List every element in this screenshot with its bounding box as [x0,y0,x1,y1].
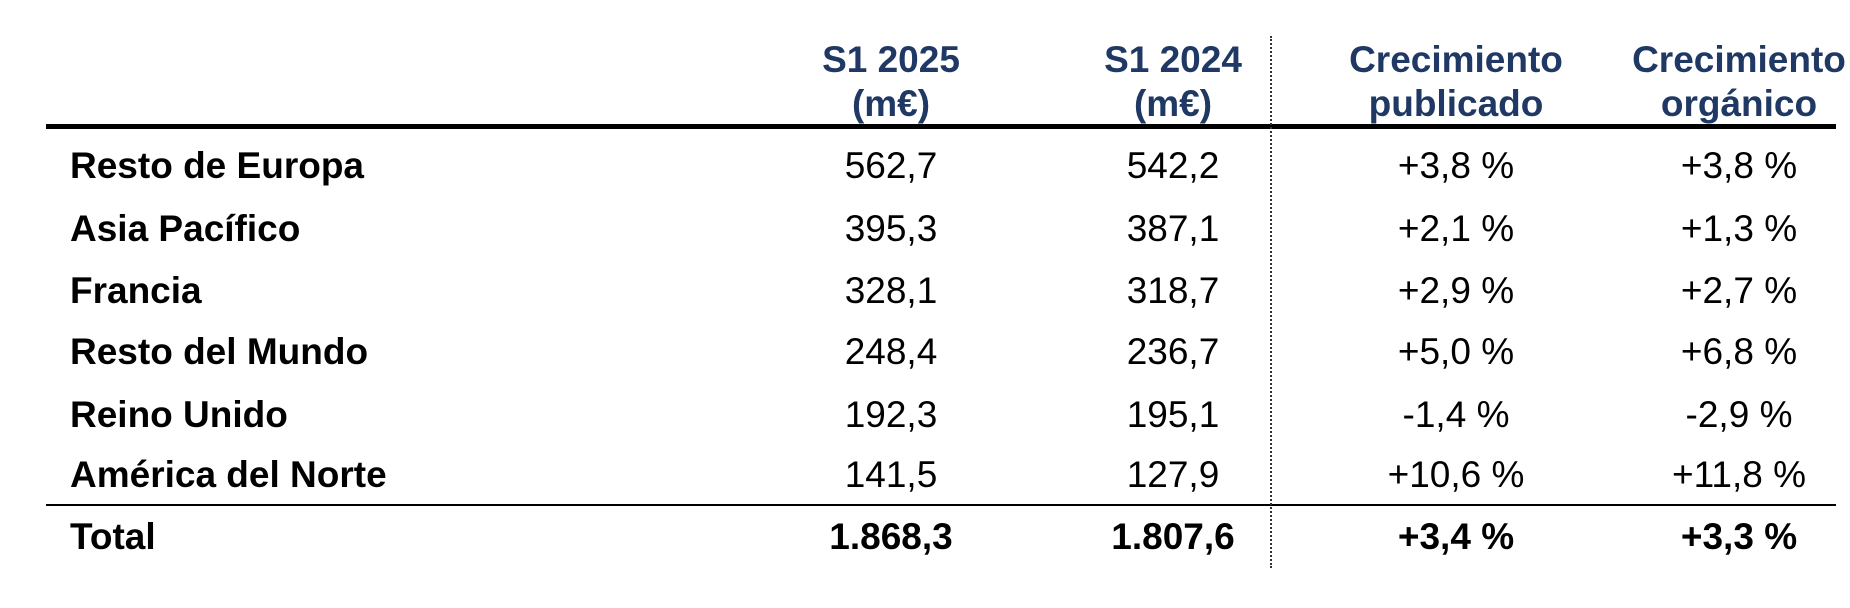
value-published-growth: +2,9 % [1397,270,1515,311]
value-organic-growth: +11,8 % [1671,454,1807,495]
value-organic-growth: +2,7 % [1680,270,1798,311]
value-s1-2025: 141,5 [844,454,938,495]
total-divider [46,504,1836,506]
value-published-growth: +2,1 % [1397,208,1515,249]
value-s1-2025: 192,3 [844,394,938,435]
total-organic-growth: +3,3 % [1680,516,1798,557]
row-label: Resto de Europa [70,145,364,186]
value-organic-growth: +1,3 % [1680,208,1798,249]
header-s1-2024: S1 2024 (m€) [1104,39,1242,124]
table-header: S1 2025 (m€) S1 2024 (m€) Crecimiento pu… [46,38,1846,126]
table-row: Resto de Europa 562,7 542,2 +3,8 % +3,8 … [46,136,1836,196]
row-label: Resto del Mundo [70,331,369,372]
value-organic-growth: -2,9 % [1685,394,1793,435]
row-label: América del Norte [70,454,387,495]
row-label: Francia [70,270,202,311]
total-label: Total [70,516,156,557]
value-organic-growth: +3,8 % [1680,145,1798,186]
value-s1-2025: 395,3 [844,208,938,249]
row-label: Asia Pacífico [70,208,301,249]
total-s1-2024: 1.807,6 [1111,516,1235,557]
value-s1-2024: 127,9 [1126,454,1220,495]
table-row: Francia 328,1 318,7 +2,9 % +2,7 % [46,261,1836,321]
total-row: Total 1.868,3 1.807,6 +3,4 % +3,3 % [46,507,1836,567]
header-divider [46,124,1836,129]
value-published-growth: +10,6 % [1387,454,1525,495]
value-s1-2024: 387,1 [1126,208,1220,249]
value-organic-growth: +6,8 % [1680,331,1798,372]
value-published-growth: +5,0 % [1397,331,1515,372]
value-s1-2024: 195,1 [1126,394,1220,435]
row-label: Reino Unido [70,394,288,435]
value-s1-2025: 248,4 [844,331,938,372]
growth-columns-divider [1270,36,1272,568]
total-s1-2025: 1.868,3 [829,516,953,557]
header-published-growth: Crecimiento publicado [1349,39,1563,124]
table-row: Reino Unido 192,3 195,1 -1,4 % -2,9 % [46,385,1836,445]
value-s1-2025: 562,7 [844,145,938,186]
header-s1-2025: S1 2025 (m€) [822,39,960,124]
table-row: Asia Pacífico 395,3 387,1 +2,1 % +1,3 % [46,199,1836,259]
header-organic-growth: Crecimiento orgánico [1632,39,1846,124]
value-s1-2025: 328,1 [844,270,938,311]
value-s1-2024: 318,7 [1126,270,1220,311]
value-published-growth: +3,8 % [1397,145,1515,186]
table-row: América del Norte 141,5 127,9 +10,6 % +1… [46,445,1836,505]
table-row: Resto del Mundo 248,4 236,7 +5,0 % +6,8 … [46,322,1836,382]
value-s1-2024: 236,7 [1126,331,1220,372]
value-published-growth: -1,4 % [1402,394,1510,435]
value-s1-2024: 542,2 [1126,145,1220,186]
total-published-growth: +3,4 % [1397,516,1515,557]
